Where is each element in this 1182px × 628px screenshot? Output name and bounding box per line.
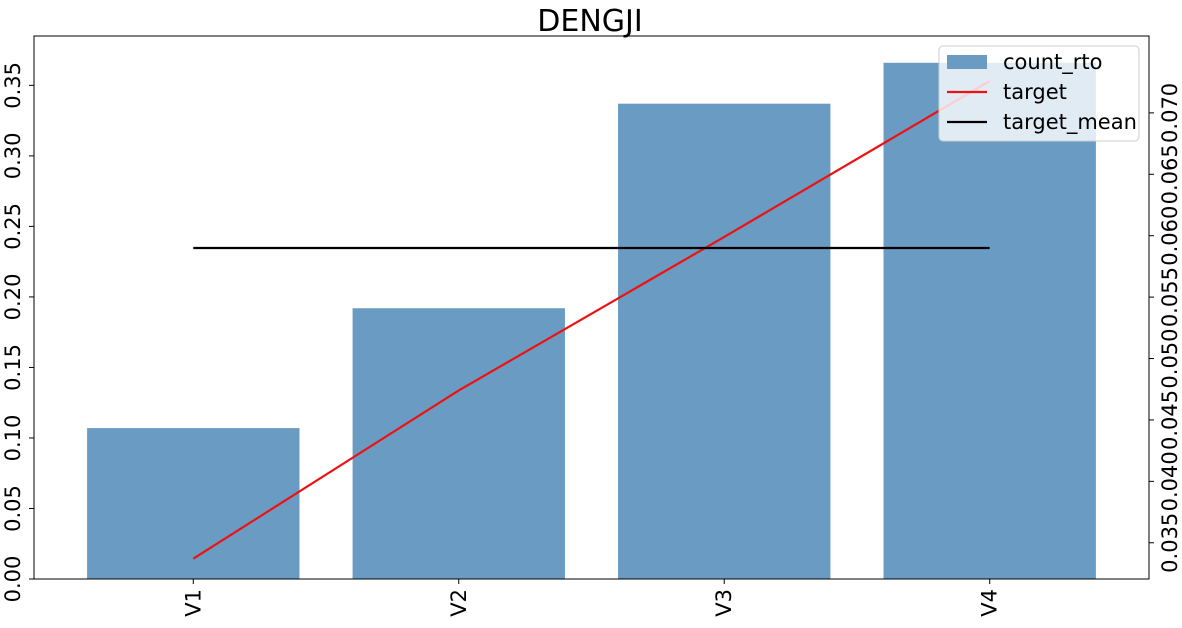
- right-y-tick-label: 0.055: [1158, 267, 1182, 327]
- legend-swatch-count-rto: [947, 55, 987, 69]
- right-y-tick-label: 0.035: [1158, 513, 1182, 573]
- x-tick-label: V2: [447, 589, 471, 617]
- legend-label-count-rto: count_rto: [1003, 50, 1102, 75]
- plot-frame: [33, 35, 1150, 580]
- x-tick-label: V3: [712, 589, 736, 617]
- chart-title: DENGJI: [537, 4, 642, 39]
- legend-label-target-mean: target_mean: [1003, 110, 1137, 135]
- legend-label-target: target: [1003, 80, 1067, 104]
- bar-v4: [883, 62, 1096, 579]
- left-y-tick-label: 0.30: [1, 133, 25, 180]
- left-y-tick-label: 0.15: [1, 344, 25, 391]
- left-y-tick-label: 0.05: [1, 485, 25, 532]
- bar-v1: [87, 428, 300, 579]
- series-line-target: [192, 80, 991, 560]
- bar-v3: [618, 103, 831, 579]
- left-y-tick-label: 0.35: [1, 62, 25, 109]
- left-y-tick-label: 0.00: [1, 556, 25, 603]
- right-y-tick-label: 0.065: [1158, 144, 1182, 204]
- x-tick-label: V1: [181, 589, 205, 617]
- right-y-tick-label: 0.050: [1158, 328, 1182, 388]
- left-y-tick-label: 0.25: [1, 203, 25, 250]
- right-y-tick-label: 0.060: [1158, 206, 1182, 266]
- right-y-tick-label: 0.045: [1158, 390, 1182, 450]
- right-y-tick-label: 0.070: [1158, 83, 1182, 143]
- legend-box: [938, 45, 1140, 142]
- x-tick-label: V4: [978, 589, 1002, 617]
- bar-v2: [352, 308, 565, 579]
- left-y-tick-label: 0.10: [1, 415, 25, 462]
- right-y-tick-label: 0.040: [1158, 451, 1182, 511]
- left-y-tick-label: 0.20: [1, 274, 25, 321]
